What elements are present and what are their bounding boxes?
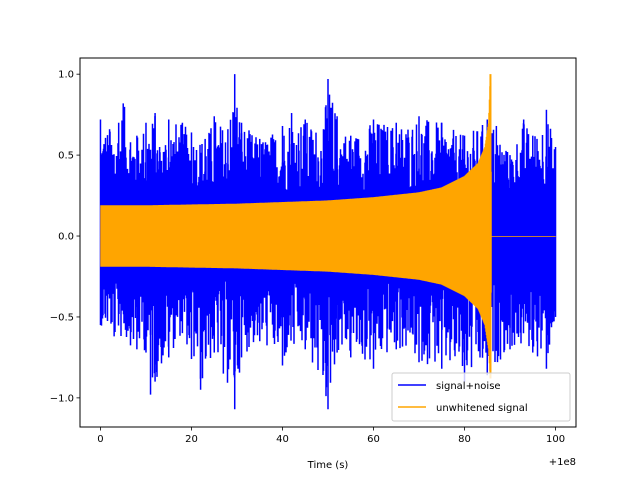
x-tick-label: 60 xyxy=(367,434,380,445)
x-tick-label: 100 xyxy=(546,434,565,445)
x-tick-label: 80 xyxy=(458,434,471,445)
x-axis-ticks: 0 20 40 60 80 100 xyxy=(97,427,565,445)
legend-label-unwhitened-signal: unwhitened signal xyxy=(436,403,528,414)
legend-label-signal-noise: signal+noise xyxy=(436,381,501,392)
series-unwhitened-signal xyxy=(100,74,556,379)
axes: 0 20 40 60 80 100 −1.0−0.50.00.51.0 Time (s) … xyxy=(50,57,577,471)
y-tick-label: 0.0 xyxy=(58,232,74,243)
legend-box xyxy=(391,372,571,422)
legend: signal+noise unwhitened signal xyxy=(391,372,571,422)
y-tick-label: −1.0 xyxy=(50,393,74,404)
y-tick-label: −0.5 xyxy=(50,312,74,323)
x-axis-label: Time (s) xyxy=(307,460,349,471)
x-tick-label: 40 xyxy=(276,434,289,445)
y-tick-label: 0.5 xyxy=(58,151,74,162)
y-tick-label: 1.0 xyxy=(58,70,74,81)
y-axis-ticks: −1.0 −0.5 0.0 0.5 1.0 xyxy=(50,70,80,404)
series-line xyxy=(100,82,556,372)
series-layer xyxy=(99,74,557,410)
x-tick-label: 20 xyxy=(185,434,198,445)
x-tick-label: 0 xyxy=(97,434,103,445)
plot-frame xyxy=(79,57,577,428)
x-axis-offset-text: +1e8 xyxy=(549,457,576,468)
